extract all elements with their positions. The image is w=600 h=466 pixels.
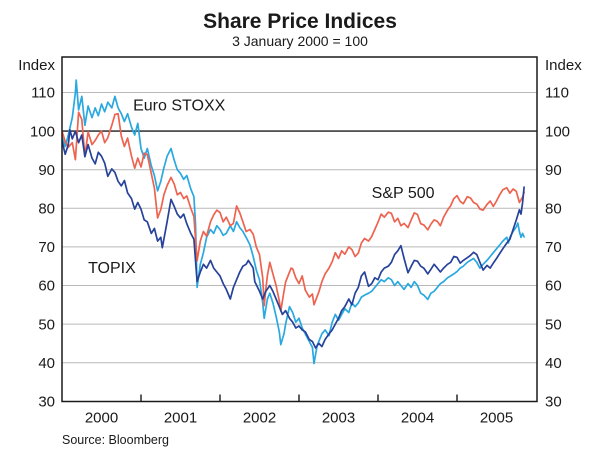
- y-tick-left-40: 40: [38, 355, 55, 372]
- series-line-euro-stoxx: [62, 79, 525, 365]
- x-label-2001: 2001: [164, 410, 197, 427]
- y-tick-left-110: 110: [31, 85, 55, 102]
- source-note: Source: Bloomberg: [62, 433, 169, 447]
- x-axis-labels: 2000 2001 2002 2003 2004 2005: [85, 410, 513, 427]
- x-axis-year-ticks: [140, 394, 458, 402]
- y-tick-right-100: 100: [545, 123, 570, 140]
- chart-subtitle: 3 January 2000 = 100: [232, 33, 368, 49]
- plot-border: [61, 56, 538, 403]
- x-label-2002: 2002: [243, 410, 276, 427]
- y-tick-left-30: 30: [38, 394, 55, 411]
- y-tick-right-30: 30: [545, 394, 562, 411]
- x-label-2005: 2005: [480, 410, 513, 427]
- series-lines: [62, 79, 525, 365]
- y-tick-left-50: 50: [38, 316, 55, 333]
- y-axis-labels-right: 30 40 50 60 70 80 90 100 110: [545, 85, 570, 411]
- series-label-euro-stoxx: Euro STOXX: [133, 97, 226, 114]
- y-tick-right-80: 80: [545, 201, 562, 218]
- y-tick-left-80: 80: [38, 201, 55, 218]
- y-axis-labels-left: 30 40 50 60 70 80 90 100 110: [30, 85, 55, 411]
- y-tick-right-60: 60: [545, 278, 562, 295]
- y-tick-left-90: 90: [38, 162, 55, 179]
- y-tick-left-100: 100: [30, 123, 55, 140]
- y-tick-right-110: 110: [545, 85, 569, 102]
- y-tick-right-40: 40: [545, 355, 562, 372]
- y-axis-unit-left: Index: [18, 57, 55, 74]
- series-label-s-p-500: S&P 500: [372, 185, 435, 202]
- x-label-2003: 2003: [322, 410, 355, 427]
- y-tick-left-60: 60: [38, 278, 55, 295]
- series-line-s-p-500: [62, 111, 525, 312]
- y-tick-right-90: 90: [545, 162, 562, 179]
- y-tick-right-50: 50: [545, 316, 562, 333]
- series-label-topix: TOPIX: [88, 260, 136, 277]
- y-tick-left-70: 70: [38, 239, 55, 256]
- y-tick-right-70: 70: [545, 239, 562, 256]
- x-label-2000: 2000: [85, 410, 118, 427]
- x-label-2004: 2004: [401, 410, 434, 427]
- chart-title: Share Price Indices: [203, 10, 397, 33]
- series-labels: Euro STOXX S&P 500 TOPIX: [88, 97, 435, 277]
- series-line-topix: [62, 129, 525, 349]
- y-axis-unit-right: Index: [545, 57, 582, 74]
